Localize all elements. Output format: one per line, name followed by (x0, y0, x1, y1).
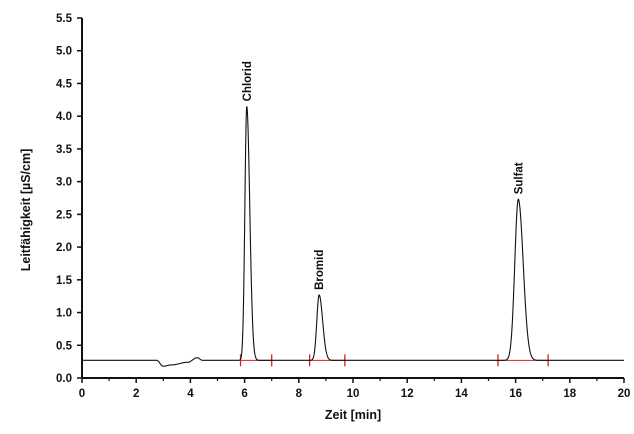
x-tick-label: 0 (79, 388, 85, 400)
y-axis-title: Leitfähigkeit [µS/cm] (19, 149, 33, 272)
x-tick-label: 14 (455, 388, 468, 400)
y-axis-ticks: 0.0 0.5 1.0 1.5 2.0 2.5 3.0 3.5 4.0 4.5 5.0 5.5 (56, 13, 82, 385)
x-tick-label: 20 (618, 388, 631, 400)
y-tick-label: 3.5 (56, 144, 73, 156)
y-tick-label: 0.5 (56, 340, 73, 352)
y-tick-label: 1.0 (56, 308, 72, 320)
peak-label-bromid: Bromid (314, 250, 326, 290)
y-tick-label: 5.0 (56, 46, 72, 58)
y-tick-label: 3.0 (56, 177, 72, 189)
y-tick-label: 2.5 (56, 209, 73, 221)
y-tick-label: 5.5 (56, 13, 73, 25)
y-tick-label: 1.5 (56, 275, 73, 287)
x-tick-label: 16 (509, 388, 522, 400)
x-tick-label: 8 (296, 388, 303, 400)
peak-labels: Chlorid Bromid Sulfat (242, 61, 526, 290)
x-tick-label: 18 (563, 388, 576, 400)
x-tick-label: 10 (347, 388, 360, 400)
x-tick-label: 6 (241, 388, 247, 400)
x-tick-label: 12 (401, 388, 414, 400)
x-axis-title: Zeit [min] (325, 408, 381, 422)
y-tick-label: 4.0 (56, 111, 72, 123)
peak-label-sulfat: Sulfat (513, 162, 525, 194)
y-tick-label: 0.0 (56, 373, 72, 385)
x-tick-label: 2 (133, 388, 139, 400)
conductivity-trace (82, 106, 624, 367)
x-axis-ticks: 0 2 4 6 8 10 12 14 16 18 20 (79, 378, 631, 400)
y-tick-label: 4.5 (56, 78, 73, 90)
y-tick-label: 2.0 (56, 242, 72, 254)
x-tick-label: 4 (187, 388, 194, 400)
peak-label-chlorid: Chlorid (242, 61, 254, 101)
